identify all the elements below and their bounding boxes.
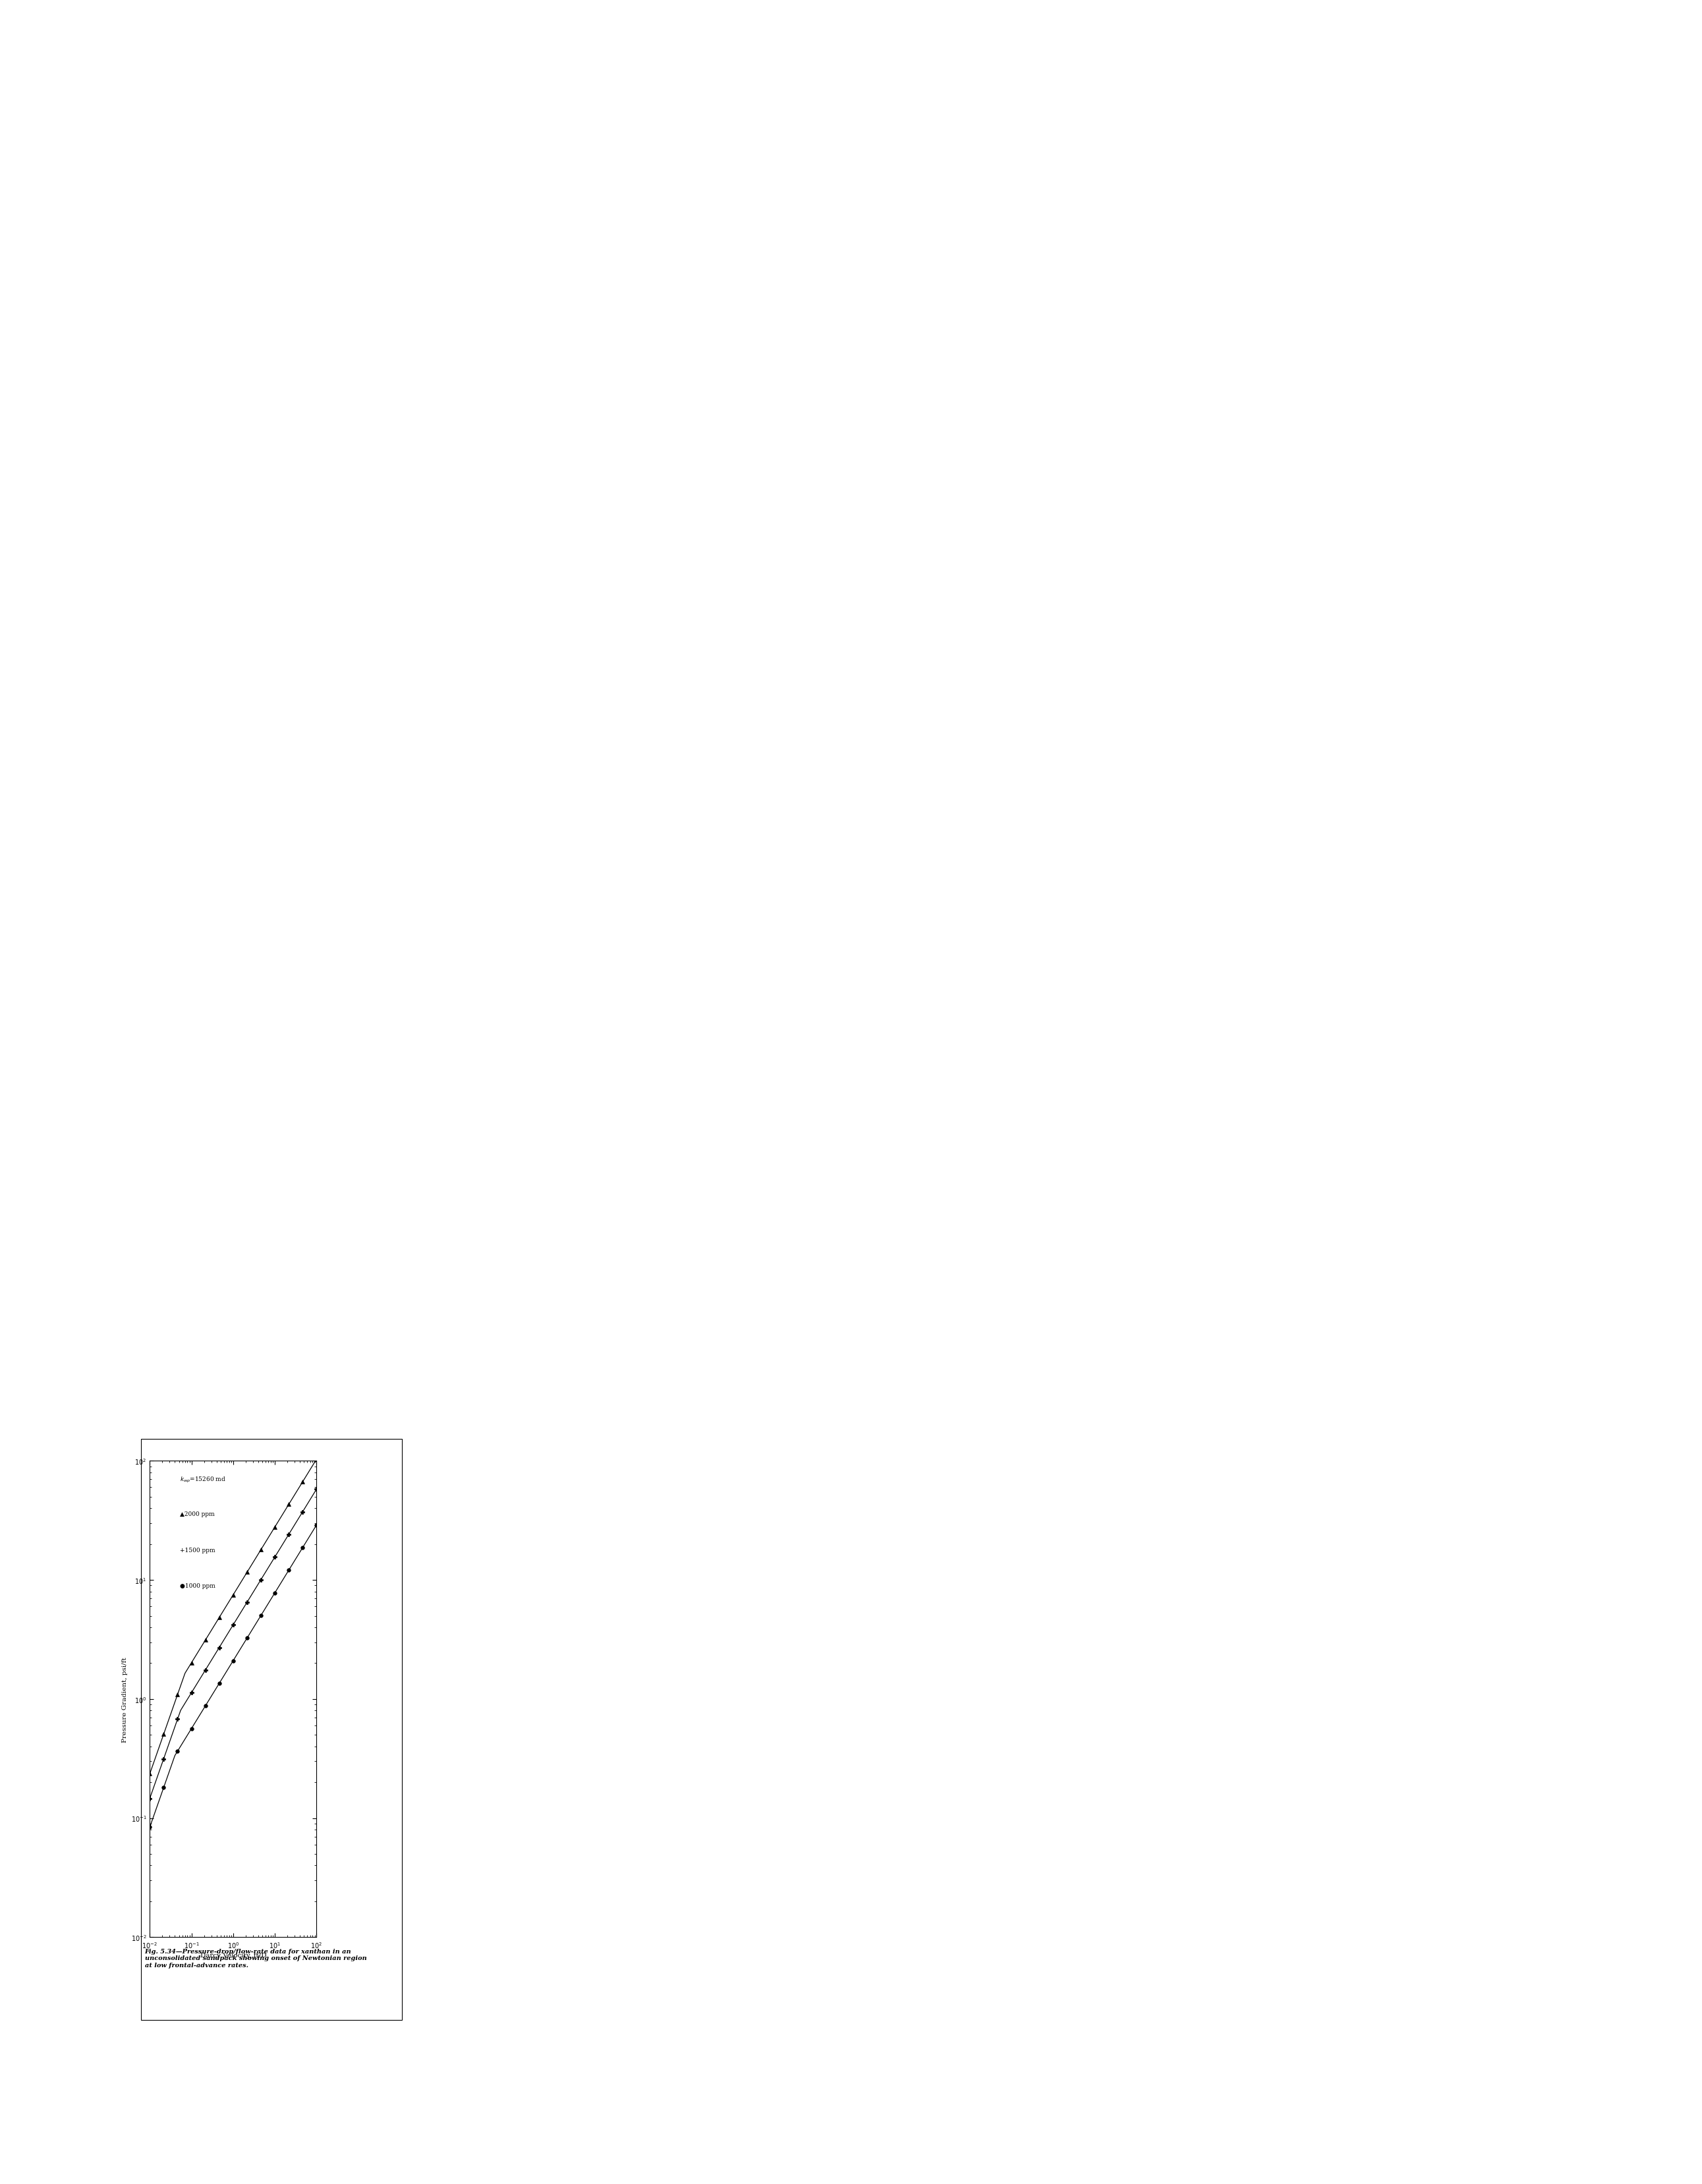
- Text: $k_{wp}$=15260 md: $k_{wp}$=15260 md: [180, 1476, 226, 1483]
- Text: ▲2000 ppm: ▲2000 ppm: [180, 1511, 214, 1518]
- X-axis label: Darcy Velocity, ft/D: Darcy Velocity, ft/D: [201, 1952, 266, 1959]
- Text: ●1000 ppm: ●1000 ppm: [180, 1583, 214, 1588]
- Text: Fig. 5.34—Pressure-drop/flow-rate data for xanthan in an
unconsolidated sandpack: Fig. 5.34—Pressure-drop/flow-rate data f…: [145, 1948, 366, 1968]
- Y-axis label: Pressure Gradient, psi/ft: Pressure Gradient, psi/ft: [123, 1655, 128, 1743]
- Text: +1500 ppm: +1500 ppm: [180, 1546, 214, 1553]
